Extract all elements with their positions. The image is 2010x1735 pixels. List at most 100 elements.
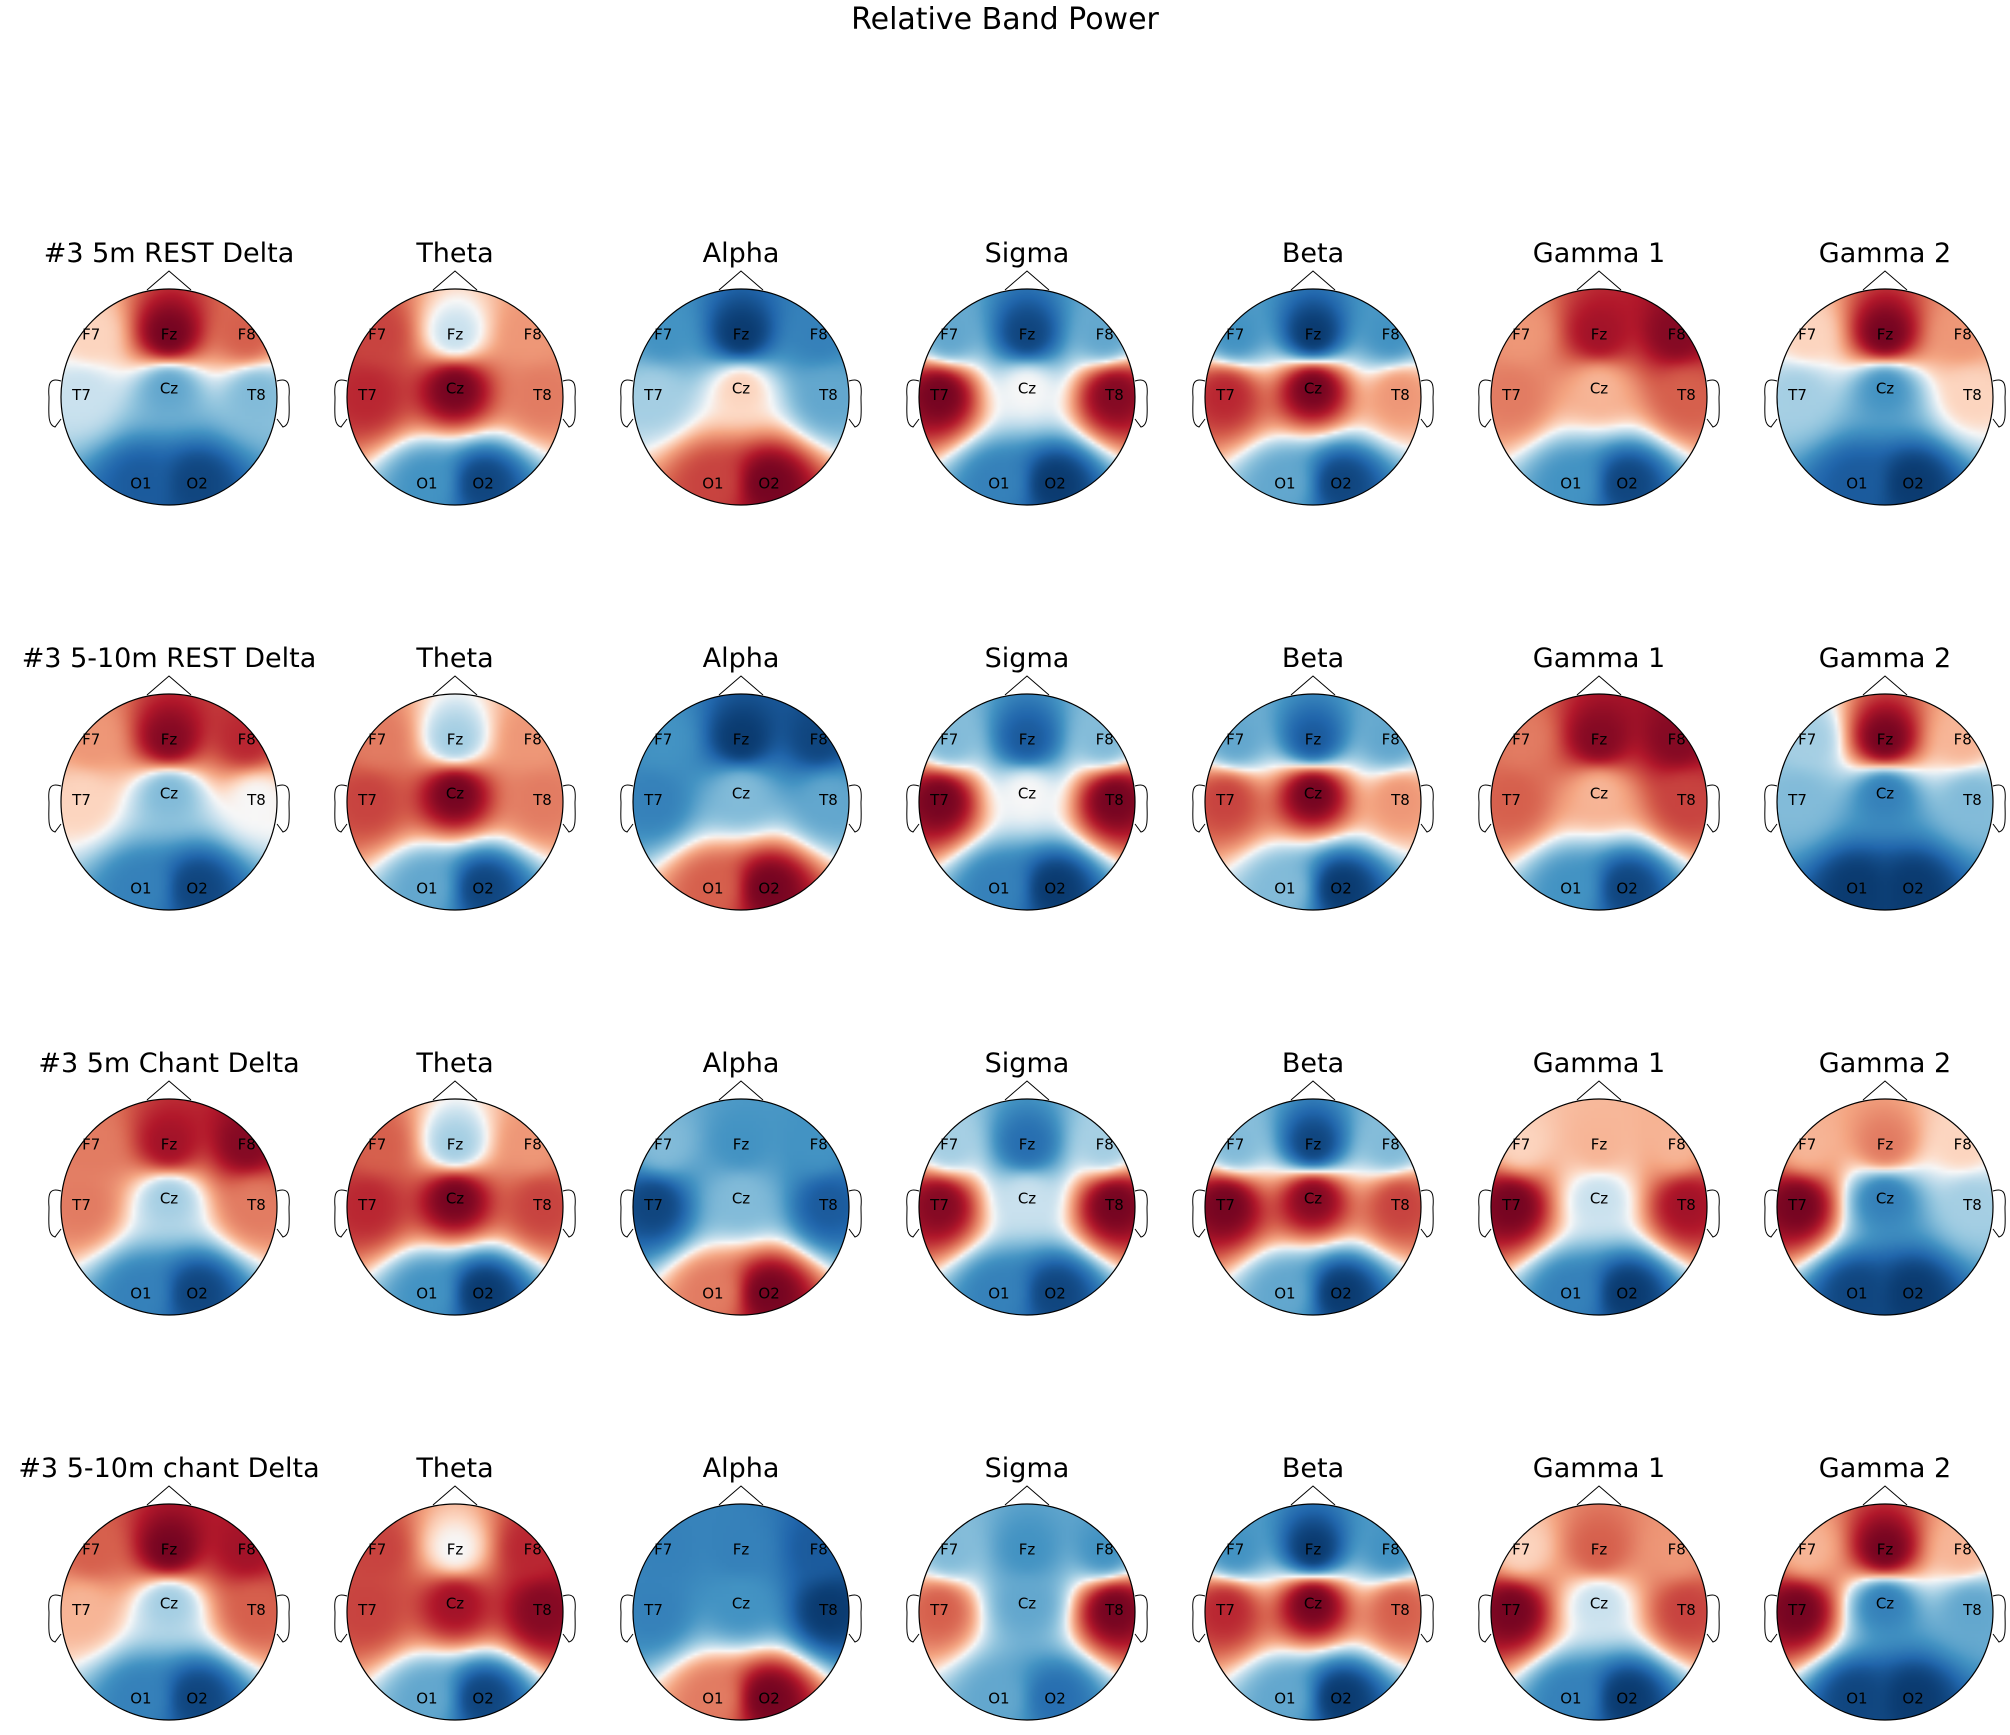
topomap-title: Sigma [985,1453,1070,1484]
channel-label: O2 [758,1689,779,1707]
channel-label: Fz [447,325,464,343]
channel-label: F7 [654,325,672,343]
right-ear-outline [1706,379,1720,428]
topomap-title: #3 5-10m chant Delta [18,1453,319,1484]
channel-label: Fz [733,730,750,748]
topomap-heatmap [919,1099,1135,1315]
channel-label: O1 [416,1284,437,1302]
channel-label: T8 [818,1601,838,1619]
channel-label: O2 [1330,1689,1351,1707]
channel-label: F8 [524,325,542,343]
channel-label: O1 [1846,474,1867,492]
channel-label: Fz [1591,1540,1608,1558]
channel-label: T8 [1390,1196,1410,1214]
channel-label: Fz [733,1540,750,1558]
topomap: F7 Fz F8 T7 Cz T8 O1 O2 Beta [1192,1048,1434,1316]
nose-outline [718,270,764,291]
right-ear-outline [276,1189,290,1238]
left-ear-outline [1192,1594,1206,1643]
head-outline [346,1503,564,1721]
channel-label: T7 [71,1601,91,1619]
left-ear-outline [1478,1189,1492,1238]
channel-label: Cz [1018,1189,1036,1207]
nose-outline [1290,1485,1336,1506]
right-ear-outline [1134,784,1148,833]
topomap-title: Sigma [985,238,1070,269]
channel-label: T7 [71,791,91,809]
channel-label: T8 [1676,791,1696,809]
channel-label: Cz [160,379,178,397]
channel-label: F8 [1668,325,1686,343]
head-outline [632,693,850,911]
head-outline [918,693,1136,911]
topomap-title: Beta [1282,643,1344,674]
topomap-heatmap [633,1099,849,1315]
right-ear-outline [562,379,576,428]
channel-label: T8 [1676,1601,1696,1619]
topomap-title: Gamma 1 [1533,1453,1665,1484]
channel-label: Cz [1304,1594,1322,1612]
channel-label: Fz [447,730,464,748]
left-ear-outline [334,379,348,428]
topomap: F7 Fz F8 T7 Cz T8 O1 O2 Sigma [906,643,1148,911]
left-ear-outline [334,1189,348,1238]
topomap-title: Gamma 2 [1819,1048,1951,1079]
channel-label: F8 [238,325,256,343]
head-outline [632,1098,850,1316]
channel-label: T8 [532,791,552,809]
right-ear-outline [562,1594,576,1643]
channel-label: T8 [1104,791,1124,809]
channel-label: Fz [1305,1540,1322,1558]
head-outline [346,1098,564,1316]
right-ear-outline [1134,379,1148,428]
channel-label: Cz [446,784,464,802]
nose-outline [1862,1485,1908,1506]
channel-label: Cz [446,1189,464,1207]
nose-outline [1862,270,1908,291]
channel-label: O1 [416,879,437,897]
channel-label: Cz [732,379,750,397]
nose-outline [1290,270,1336,291]
right-ear-outline [1992,379,2006,428]
topomap: F7 Fz F8 T7 Cz T8 O1 O2 Gamma 2 [1764,1048,2006,1316]
right-ear-outline [1134,1189,1148,1238]
channel-label: Cz [1018,784,1036,802]
channel-label: O1 [130,1284,151,1302]
right-ear-outline [1992,784,2006,833]
topomap-title: Gamma 1 [1533,238,1665,269]
left-ear-outline [1478,1594,1492,1643]
right-ear-outline [276,784,290,833]
topomap-heatmap [633,1504,849,1720]
topomap: F7 Fz F8 T7 Cz T8 O1 O2 #3 5m REST Delta [44,238,294,506]
head-outline [1776,693,1994,911]
channel-label: O1 [988,1284,1009,1302]
channel-label: F7 [1512,730,1530,748]
channel-label: Fz [1305,325,1322,343]
channel-label: O2 [758,879,779,897]
topomap: F7 Fz F8 T7 Cz T8 O1 O2 Alpha [620,1048,862,1316]
left-ear-outline [620,1594,634,1643]
right-ear-outline [562,784,576,833]
right-ear-outline [848,784,862,833]
head-outline [1776,1098,1994,1316]
topomap-heatmap [61,694,277,910]
channel-label: F8 [238,1540,256,1558]
nose-outline [146,675,192,696]
channel-label: O2 [186,1284,207,1302]
channel-label: O2 [1902,1284,1923,1302]
channel-label: O1 [1560,474,1581,492]
channel-label: O1 [130,879,151,897]
channel-label: T8 [246,1196,266,1214]
topomap-heatmap [1777,1504,1993,1720]
channel-label: T8 [532,386,552,404]
channel-label: Cz [732,784,750,802]
channel-label: O1 [1274,474,1295,492]
topomap-heatmap [1491,1504,1707,1720]
channel-label: Cz [1304,784,1322,802]
topomap-heatmap [919,694,1135,910]
left-ear-outline [620,1189,634,1238]
channel-label: O1 [416,1689,437,1707]
channel-label: Cz [1304,379,1322,397]
channel-label: O1 [1560,879,1581,897]
topomap-title: Alpha [703,643,780,674]
